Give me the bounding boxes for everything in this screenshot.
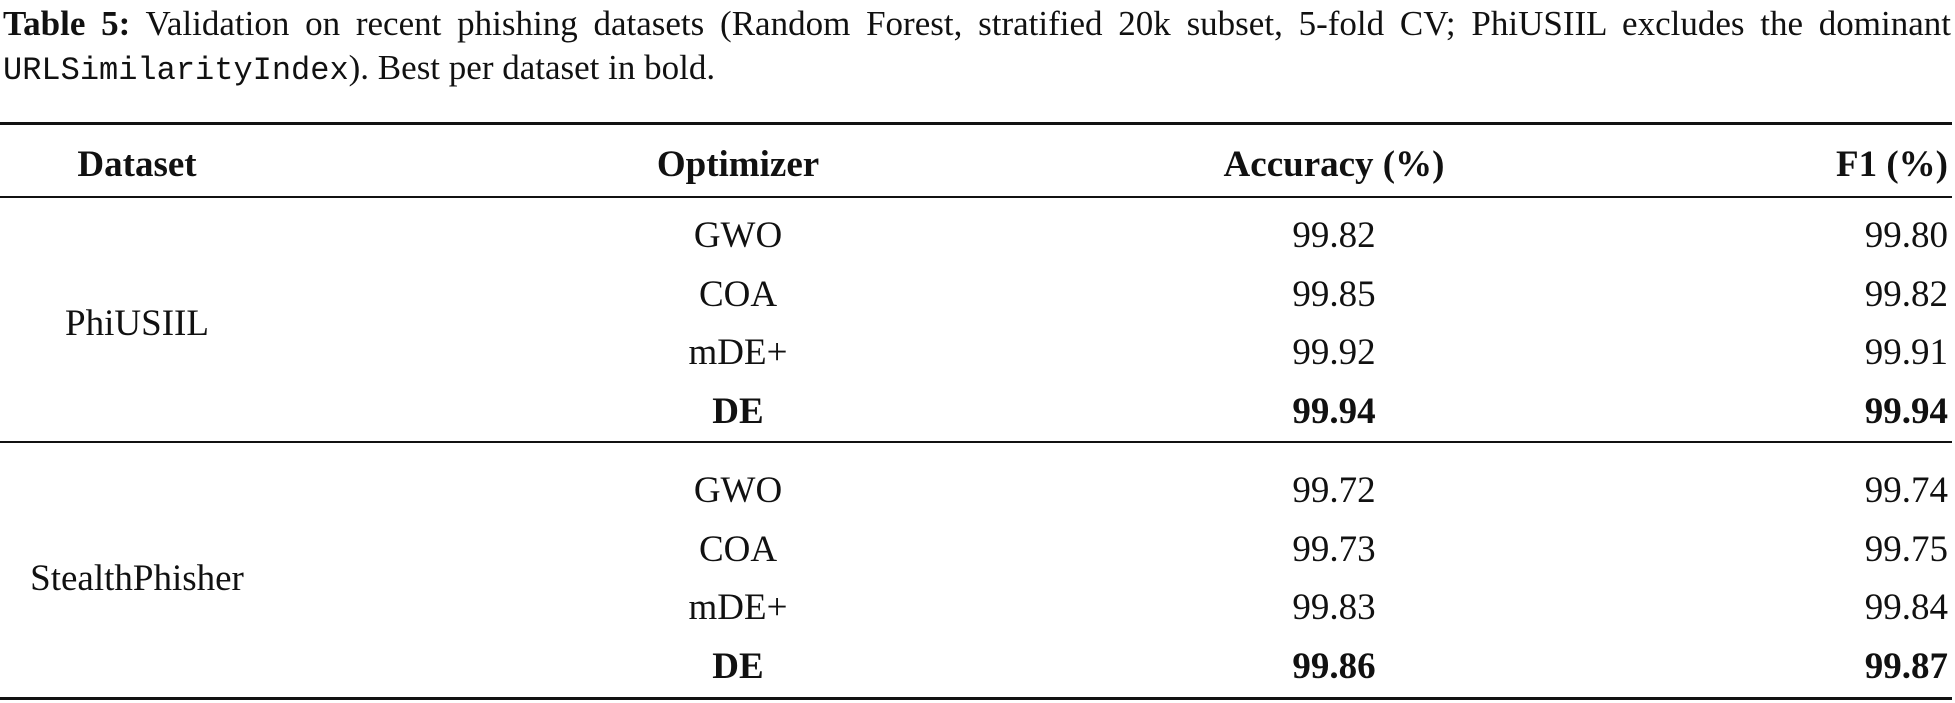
optimizer-cell: COA [698,528,778,570]
optimizer-cell: DE [712,391,764,433]
header-cell: Accuracy (%) [1223,144,1445,185]
optimizer-cell: COA [698,273,778,315]
f1-cell: 99.74 [1864,470,1948,511]
caption-text: ). Best per dataset in bold. [348,48,716,87]
f1-cell: 99.75 [1864,528,1948,570]
caption: Table 5: Validation on recent phishing d… [3,2,1951,93]
caption-text: Validation on recent phishing datasets (… [145,4,1951,43]
f1-cell: 99.80 [1864,215,1948,256]
f1-cell: 99.87 [1864,646,1948,688]
f1-cell: 99.82 [1864,273,1948,315]
dataset-cell: PhiUSIIL [65,303,209,345]
accuracy-cell: 99.94 [1292,391,1376,433]
optimizer-cell: GWO [693,215,783,256]
optimizer-cell: mDE+ [688,332,788,374]
accuracy-cell: 99.86 [1292,646,1376,688]
f1-cell: 99.84 [1864,587,1948,629]
group-rule [0,441,1952,444]
header-cell: Optimizer [656,144,820,185]
accuracy-cell: 99.85 [1292,273,1376,315]
bottom-rule [0,697,1952,700]
header-cell: Dataset [77,144,197,185]
f1-cell: 99.94 [1864,391,1948,433]
caption-label: Table 5: [3,4,131,43]
accuracy-cell: 99.92 [1292,332,1376,374]
optimizer-cell: GWO [693,470,783,511]
f1-cell: 99.91 [1864,332,1948,374]
header-rule [0,196,1952,198]
dataset-cell: StealthPhisher [30,558,244,600]
optimizer-cell: mDE+ [688,587,788,629]
caption-code: URLSimilarityIndex [3,52,349,89]
top-rule [0,122,1952,125]
accuracy-cell: 99.82 [1292,215,1376,256]
accuracy-cell: 99.83 [1292,587,1376,629]
accuracy-cell: 99.72 [1292,470,1376,511]
accuracy-cell: 99.73 [1292,528,1376,570]
header-cell: F1 (%) [1836,144,1948,185]
optimizer-cell: DE [712,646,764,688]
